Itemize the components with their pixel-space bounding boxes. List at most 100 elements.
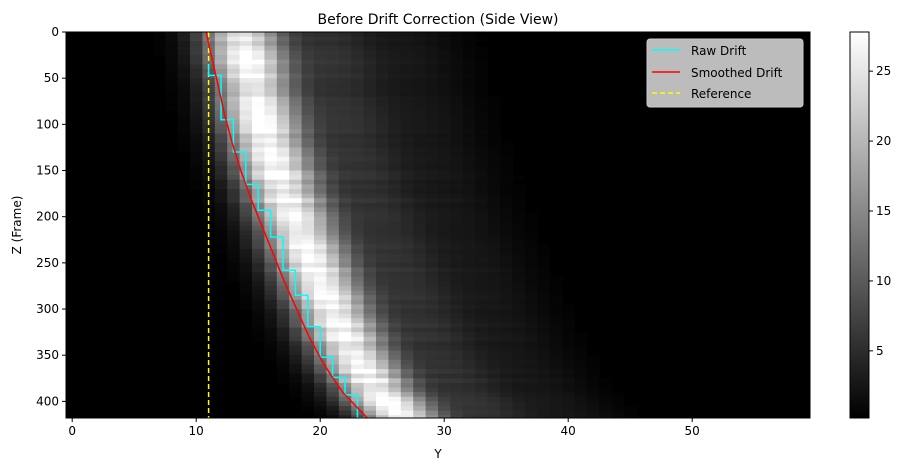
heatmap-cell [574, 355, 588, 361]
heatmap-cell [314, 202, 327, 209]
heatmap-cell [475, 55, 489, 61]
heatmap-cell [376, 244, 389, 250]
heatmap-cell [338, 68, 352, 75]
heatmap-cell [388, 156, 402, 162]
heatmap-cell [289, 244, 303, 250]
heatmap-cell [276, 96, 290, 102]
heatmap-cell [252, 68, 265, 75]
heatmap-cell [289, 64, 303, 70]
heatmap-cell [413, 313, 427, 319]
heatmap-cell [462, 128, 476, 135]
heatmap-cell [376, 105, 389, 112]
heatmap-cell [500, 221, 513, 227]
heatmap-cell [289, 207, 303, 213]
heatmap-cell [314, 373, 327, 379]
heatmap-cell [462, 295, 476, 301]
heatmap-cell [289, 212, 303, 218]
heatmap-cell [214, 133, 228, 139]
heatmap-cell [413, 327, 427, 333]
heatmap-cell [549, 336, 563, 342]
heatmap-cell [537, 295, 551, 301]
heatmap-cell [388, 336, 402, 342]
heatmap-cell [252, 87, 265, 93]
heatmap-cell [400, 73, 414, 79]
heatmap-cell [351, 382, 365, 389]
heatmap-cell [314, 396, 327, 402]
heatmap-cell [475, 147, 489, 153]
heatmap-cell [363, 249, 377, 255]
heatmap-cell [301, 406, 315, 412]
heatmap-cell [338, 332, 352, 338]
heatmap-cell [276, 285, 290, 292]
heatmap-cell [338, 55, 352, 61]
heatmap-cell [276, 50, 290, 56]
heatmap-cell [487, 392, 501, 398]
heatmap-cell [425, 332, 439, 338]
heatmap-cell [400, 165, 414, 172]
heatmap-cell [413, 406, 427, 412]
heatmap-cell [388, 161, 402, 167]
heatmap-cell [524, 258, 538, 264]
heatmap-cell [500, 304, 513, 310]
heatmap-cell [301, 230, 315, 236]
heatmap-cell [252, 299, 265, 306]
heatmap-cell [388, 170, 402, 176]
heatmap-cell [363, 221, 377, 227]
heatmap-cell [363, 78, 377, 84]
heatmap-cell [462, 32, 476, 38]
heatmap-cell [227, 101, 241, 107]
heatmap-cell [388, 225, 402, 232]
heatmap-cell [190, 138, 203, 144]
heatmap-cell [599, 392, 613, 398]
heatmap-cell [450, 64, 464, 70]
y-axis-label: Z (Frame) [10, 196, 24, 255]
heatmap-cell [338, 341, 352, 347]
heatmap-cell [512, 345, 526, 352]
heatmap-cell [400, 332, 414, 338]
heatmap-cell [314, 68, 327, 75]
heatmap-cell [314, 55, 327, 61]
heatmap-cell [574, 382, 588, 389]
heatmap-cell [314, 64, 327, 70]
heatmap-cell [314, 322, 327, 329]
heatmap-cell [190, 184, 203, 190]
heatmap-cell [462, 82, 476, 89]
heatmap-cell [264, 202, 278, 209]
heatmap-cell [425, 165, 439, 172]
heatmap-cell [338, 355, 352, 361]
heatmap-cell [388, 406, 402, 412]
heatmap-cell [314, 382, 327, 389]
heatmap-cell [462, 142, 476, 149]
heatmap-cell [388, 68, 402, 75]
heatmap-cell [400, 87, 414, 93]
heatmap-cell [462, 341, 476, 347]
heatmap-cell [202, 212, 216, 218]
heatmap-cell [562, 406, 575, 412]
heatmap-cell [338, 50, 352, 56]
heatmap-cell [351, 313, 365, 319]
heatmap-cell [314, 281, 327, 287]
heatmap-cell [338, 267, 352, 273]
heatmap-cell [512, 350, 526, 356]
heatmap-cell [239, 249, 253, 255]
heatmap-cell [252, 313, 265, 319]
heatmap-cell [475, 36, 489, 42]
heatmap-cell [388, 355, 402, 361]
heatmap-cell [289, 175, 303, 181]
heatmap-cell [549, 332, 563, 338]
heatmap-cell [227, 175, 241, 181]
heatmap-cell [227, 207, 241, 213]
heatmap-cell [524, 216, 538, 222]
heatmap-cell [190, 156, 203, 162]
heatmap-cell [462, 396, 476, 402]
heatmap-cell [165, 78, 179, 84]
heatmap-cell [500, 345, 513, 352]
heatmap-cell [227, 152, 241, 158]
heatmap-cell [549, 369, 563, 375]
heatmap-cell [264, 285, 278, 292]
heatmap-cell [388, 82, 402, 89]
heatmap-cell [165, 92, 179, 98]
heatmap-cell [338, 147, 352, 153]
heatmap-cell [425, 387, 439, 393]
heatmap-cell [177, 142, 191, 149]
